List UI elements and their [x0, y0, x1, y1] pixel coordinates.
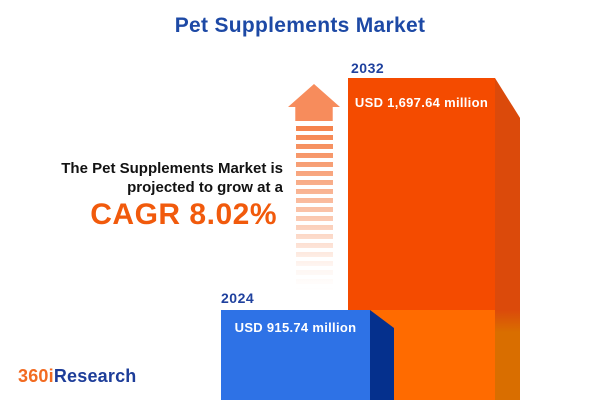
- bar-2032-face-top: [348, 78, 495, 310]
- up-arrow-icon: [288, 84, 340, 121]
- annotation-line2: projected to grow at a: [127, 178, 283, 196]
- page-title: Pet Supplements Market: [174, 14, 426, 37]
- cagr-value: CAGR 8.02%: [90, 198, 277, 231]
- year-label-2032: 2032: [351, 60, 385, 76]
- bar-2032-side: [495, 78, 520, 400]
- bar-value-2032: USD 1,697.64 million: [354, 95, 489, 110]
- brand-logo-360i: 360i: [18, 366, 54, 386]
- up-arrow-fade: [296, 126, 333, 290]
- bar-2024-side: [370, 310, 394, 400]
- annotation-text: The Pet Supplements Market is projected …: [40, 160, 283, 198]
- bar-value-2024: USD 915.74 million: [234, 320, 357, 335]
- year-label-2024: 2024: [221, 290, 255, 306]
- brand-logo: 360iResearch: [18, 366, 137, 387]
- brand-logo-research: Research: [53, 366, 137, 386]
- bar-2024-face: [221, 310, 370, 400]
- annotation-line1: The Pet Supplements Market is: [61, 160, 283, 177]
